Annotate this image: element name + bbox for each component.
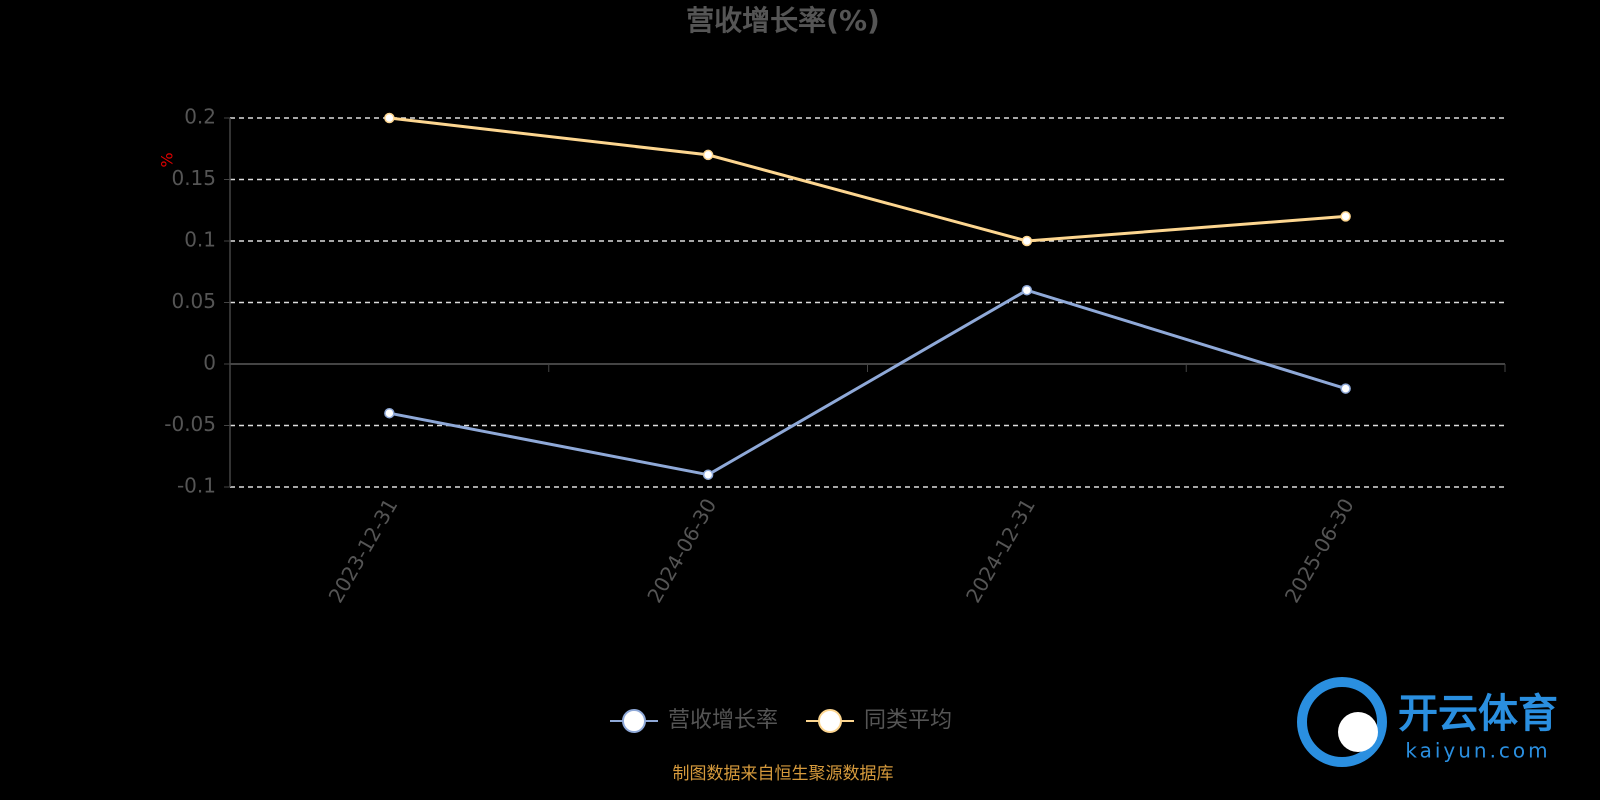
series-line [389, 288, 1347, 477]
data-point [384, 407, 395, 419]
watermark: 开云体育 kaiyun.com [1297, 677, 1558, 767]
watermark-url: kaiyun.com [1405, 739, 1550, 763]
watermark-logo [1297, 677, 1387, 767]
y-tick-label: 0.15 [171, 166, 216, 190]
data-point [702, 469, 714, 480]
data-point [384, 112, 395, 124]
legend-item: 营收增长率 [610, 708, 778, 733]
data-point [1021, 235, 1033, 247]
source-note: 制图数据来自恒生聚源数据库 [673, 764, 894, 784]
watermark-ball [1338, 712, 1378, 752]
y-axis-label: % [158, 152, 177, 167]
data-point [1340, 383, 1351, 394]
y-tick-label: -0.05 [164, 412, 216, 436]
series-line [389, 116, 1346, 243]
data-point [1340, 211, 1351, 222]
legend-item: 同类平均 [806, 708, 952, 733]
y-tick-label: -0.1 [177, 474, 216, 498]
data-point [1021, 284, 1033, 296]
legend-marker [622, 709, 646, 733]
watermark-name: 开云体育 [1398, 691, 1558, 737]
data-point [702, 149, 714, 161]
y-tick-label: 0.05 [171, 289, 216, 313]
legend-marker [818, 709, 842, 733]
y-tick-label: 0 [203, 351, 216, 375]
legend-label: 同类平均 [864, 708, 952, 733]
y-tick-label: 0.2 [184, 105, 216, 129]
legend-label: 营收增长率 [668, 708, 778, 733]
chart-title: 营收增长率(%) [686, 4, 880, 37]
y-tick-label: 0.1 [184, 228, 216, 252]
